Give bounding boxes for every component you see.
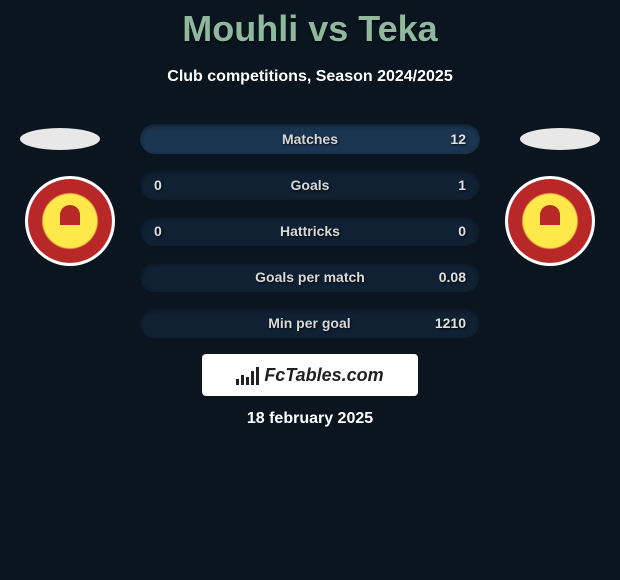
stat-right-value: 1210: [435, 315, 466, 331]
comparison-title: Mouhli vs Teka: [0, 0, 620, 50]
stat-row: Min per goal 1210: [140, 308, 480, 338]
stats-table: Matches 12 0 Goals 1 0 Hattricks 0 Goals…: [140, 124, 480, 354]
club-badge-left: [25, 176, 115, 266]
brand-watermark[interactable]: FcTables.com: [202, 354, 418, 396]
stat-right-value: 12: [436, 131, 466, 147]
team-jersey-right: [520, 128, 600, 150]
badge-crest-icon: [530, 201, 570, 241]
stat-row: Matches 12: [140, 124, 480, 154]
display-date: 18 february 2025: [0, 410, 620, 428]
stat-right-value: 0.08: [436, 269, 466, 285]
stat-row: 0 Goals 1: [140, 170, 480, 200]
stat-right-value: 0: [436, 223, 466, 239]
stat-label: Matches: [184, 131, 436, 147]
stat-left-value: 0: [154, 223, 184, 239]
bar-chart-icon: [236, 365, 260, 385]
stat-label: Goals: [184, 177, 436, 193]
stat-row: Goals per match 0.08: [140, 262, 480, 292]
badge-crest-icon: [50, 201, 90, 241]
stat-right-value: 1: [436, 177, 466, 193]
stat-label: Min per goal: [184, 315, 435, 331]
stat-left-value: 0: [154, 177, 184, 193]
stat-row: 0 Hattricks 0: [140, 216, 480, 246]
brand-text: FcTables.com: [264, 365, 383, 386]
season-subtitle: Club competitions, Season 2024/2025: [0, 68, 620, 86]
club-badge-right: [505, 176, 595, 266]
stat-label: Goals per match: [184, 269, 436, 285]
stat-label: Hattricks: [184, 223, 436, 239]
team-jersey-left: [20, 128, 100, 150]
